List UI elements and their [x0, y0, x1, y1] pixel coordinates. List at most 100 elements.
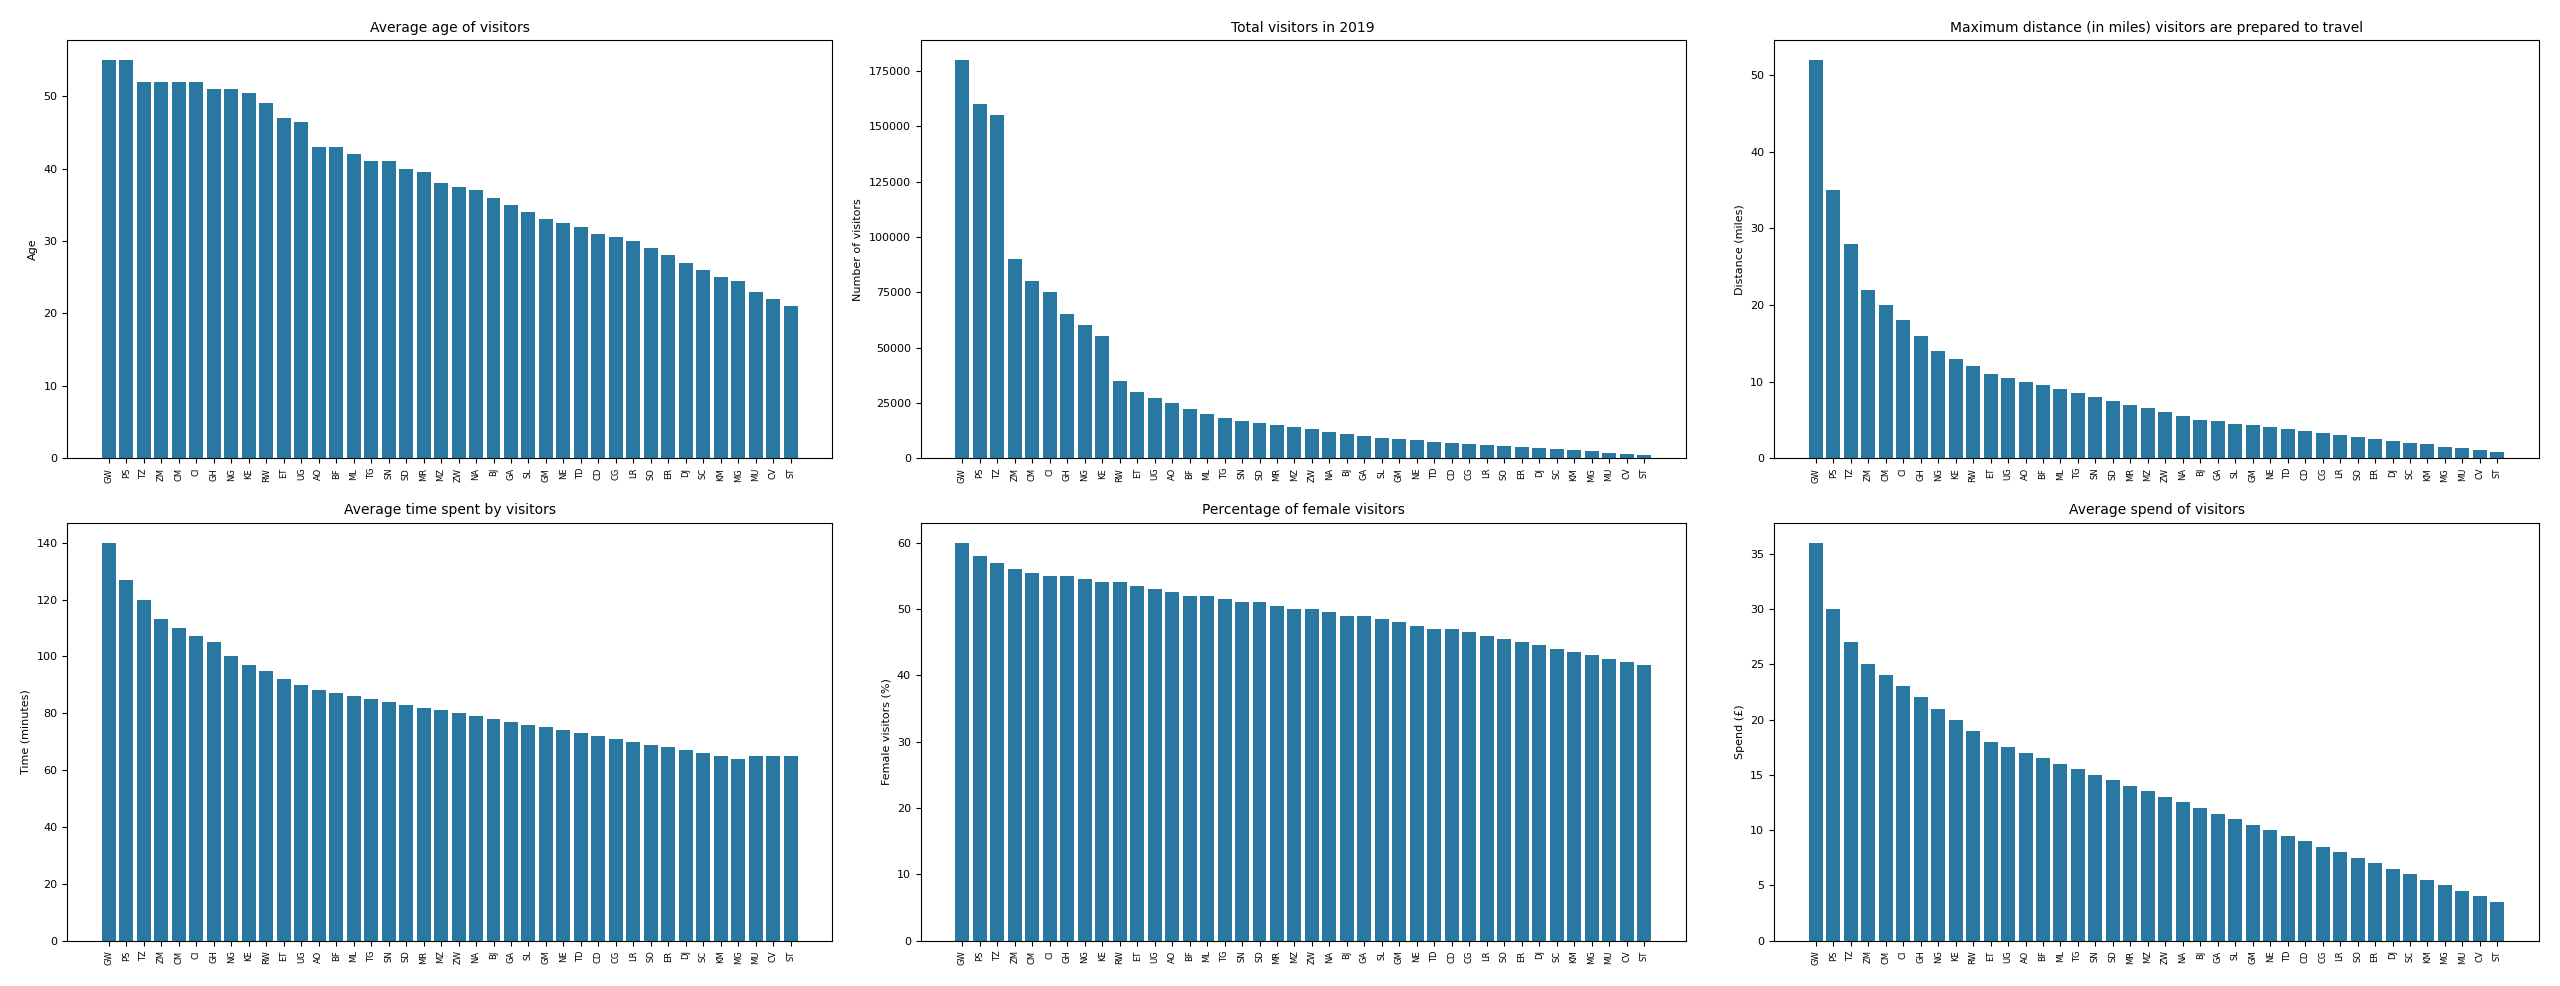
Bar — [1462, 444, 1477, 458]
Bar — [138, 82, 151, 458]
Bar — [714, 277, 727, 458]
Bar — [1428, 442, 1441, 458]
Bar — [1861, 665, 1876, 941]
Bar — [1549, 649, 1564, 941]
Bar — [609, 739, 622, 941]
Title: Average age of visitors: Average age of visitors — [369, 21, 530, 35]
Bar — [748, 756, 763, 941]
Y-axis label: Age: Age — [28, 239, 38, 260]
Bar — [259, 104, 274, 458]
Bar — [1411, 441, 1423, 458]
Bar — [2071, 769, 2084, 941]
Bar — [1183, 409, 1196, 458]
Bar — [1915, 335, 1928, 458]
Bar — [522, 725, 535, 941]
Bar — [1984, 741, 1997, 941]
Bar — [1585, 452, 1597, 458]
Bar — [207, 642, 220, 941]
Bar — [399, 169, 412, 458]
Bar — [1843, 244, 1859, 458]
Bar — [1270, 425, 1285, 458]
Bar — [696, 270, 709, 458]
Bar — [399, 705, 412, 941]
Bar — [2281, 429, 2294, 458]
Bar — [120, 580, 133, 941]
Bar — [2350, 858, 2365, 941]
Y-axis label: Spend (£): Spend (£) — [1736, 704, 1743, 759]
Bar — [2122, 786, 2138, 941]
Bar — [1306, 609, 1318, 941]
Bar — [1306, 429, 1318, 458]
Bar — [2404, 875, 2417, 941]
Bar — [172, 82, 187, 458]
Bar — [1480, 636, 1492, 941]
Bar — [1810, 60, 1823, 458]
Bar — [2158, 412, 2173, 458]
Bar — [1219, 418, 1231, 458]
Bar — [1027, 573, 1039, 941]
Bar — [2002, 747, 2015, 941]
Bar — [732, 281, 745, 458]
Bar — [486, 719, 502, 941]
Bar — [627, 241, 640, 458]
Bar — [2107, 400, 2120, 458]
Bar — [1201, 596, 1213, 941]
Bar — [643, 744, 658, 941]
Title: Total visitors in 2019: Total visitors in 2019 — [1231, 21, 1375, 35]
Bar — [1060, 576, 1075, 941]
Bar — [1393, 622, 1405, 941]
Title: Percentage of female visitors: Percentage of female visitors — [1201, 504, 1405, 518]
Bar — [381, 162, 397, 458]
Bar — [2245, 425, 2260, 458]
Bar — [2035, 758, 2051, 941]
Bar — [2332, 435, 2348, 458]
Bar — [1252, 423, 1267, 458]
Bar — [1948, 720, 1964, 941]
Bar — [522, 212, 535, 458]
Bar — [1357, 436, 1372, 458]
Bar — [154, 619, 169, 941]
Bar — [1324, 432, 1336, 458]
Bar — [2473, 451, 2486, 458]
Bar — [102, 542, 115, 941]
Bar — [2089, 775, 2102, 941]
Bar — [2422, 445, 2435, 458]
Bar — [1339, 434, 1354, 458]
Bar — [1636, 455, 1651, 458]
Bar — [2368, 439, 2381, 458]
Bar — [1165, 403, 1180, 458]
Bar — [189, 82, 202, 458]
Bar — [120, 60, 133, 458]
Bar — [765, 299, 781, 458]
Bar — [591, 736, 604, 941]
Bar — [364, 162, 379, 458]
Bar — [1948, 359, 1964, 458]
Bar — [504, 722, 517, 941]
Bar — [1288, 609, 1300, 941]
Bar — [2002, 378, 2015, 458]
Bar — [2176, 416, 2189, 458]
Bar — [2017, 382, 2033, 458]
Bar — [241, 93, 256, 458]
Bar — [2107, 780, 2120, 941]
Bar — [540, 219, 553, 458]
Bar — [678, 750, 694, 941]
Bar — [1585, 656, 1597, 941]
Bar — [417, 708, 430, 941]
Bar — [591, 234, 604, 458]
Bar — [2227, 424, 2243, 458]
Bar — [102, 60, 115, 458]
Bar — [2194, 808, 2207, 941]
Bar — [468, 716, 484, 941]
Bar — [225, 657, 238, 941]
Bar — [1357, 615, 1372, 941]
Bar — [1897, 686, 1910, 941]
Bar — [1498, 446, 1510, 458]
Bar — [1324, 612, 1336, 941]
Bar — [381, 702, 397, 941]
Bar — [364, 699, 379, 941]
Bar — [1165, 593, 1180, 941]
Bar — [2299, 841, 2312, 941]
Bar — [312, 147, 325, 458]
Bar — [1234, 602, 1249, 941]
